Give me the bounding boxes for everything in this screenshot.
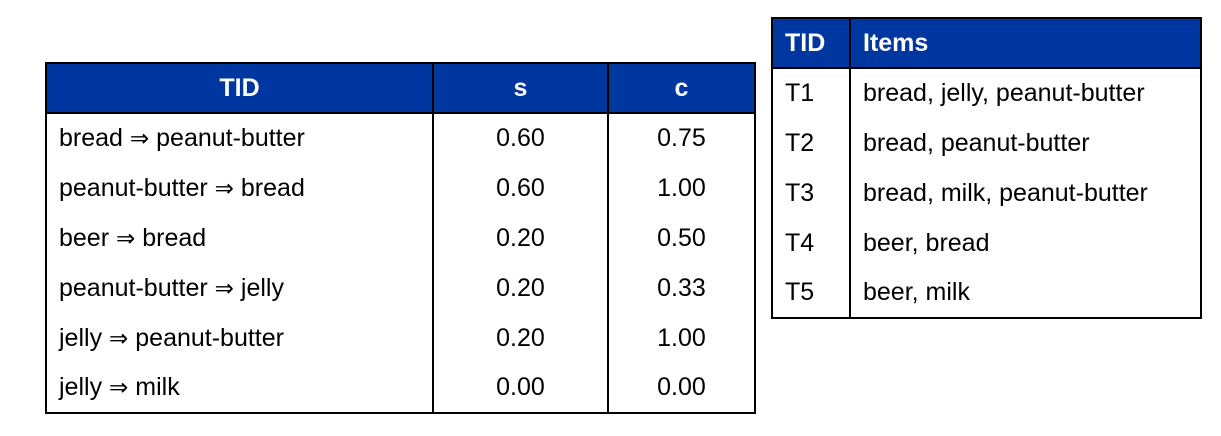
rule-antecedent: jelly	[59, 323, 103, 352]
rule-row: peanut-butter ⇒ bread 0.60 1.00	[45, 163, 756, 213]
confidence-value: 0.33	[607, 263, 756, 313]
rules-header-tid: TID	[45, 62, 434, 114]
transaction-row: T3 bread, milk, peanut-butter	[771, 168, 1202, 218]
rule-row: bread ⇒ peanut-butter 0.60 0.75	[45, 113, 756, 163]
transaction-items: beer, milk	[849, 268, 1202, 319]
rule-row: jelly ⇒ peanut-butter 0.20 1.00	[45, 313, 756, 363]
transaction-row: T4 beer, bread	[771, 218, 1202, 268]
rule-cell: peanut-butter ⇒ jelly	[45, 263, 434, 313]
rule-antecedent: bread	[59, 124, 123, 152]
confidence-value: 0.75	[607, 113, 756, 163]
transaction-row: T1 bread, jelly, peanut-butter	[771, 68, 1202, 118]
rule-consequent: bread	[142, 223, 207, 252]
rule-cell: beer ⇒ bread	[45, 213, 434, 263]
transactions-header-row: TID Items	[771, 17, 1202, 69]
transaction-id: T4	[771, 218, 851, 268]
rule-row: peanut-butter ⇒ jelly 0.20 0.33	[45, 263, 756, 313]
transaction-id: T3	[771, 168, 851, 218]
support-value: 0.20	[432, 313, 609, 363]
transaction-items: bread, peanut-butter	[849, 118, 1202, 168]
transaction-items: bread, milk, peanut-butter	[849, 168, 1202, 218]
rule-antecedent: beer	[59, 223, 110, 252]
rule-consequent: bread	[240, 173, 305, 202]
rule-row: jelly ⇒ milk 0.00 0.00	[45, 363, 756, 414]
transactions-table: TID Items T1 bread, jelly, peanut-butter…	[771, 17, 1202, 319]
rule-antecedent: peanut-butter	[59, 273, 208, 302]
implies-arrow: ⇒	[214, 175, 234, 202]
rule-consequent: peanut-butter	[135, 323, 284, 352]
support-value: 0.60	[432, 113, 609, 163]
transactions-header-tid: TID	[771, 17, 851, 69]
association-rules-table: TID s c bread ⇒ peanut-butter 0.60 0.75 …	[45, 62, 756, 414]
transaction-items: bread, jelly, peanut-butter	[849, 68, 1202, 118]
rule-row: beer ⇒ bread 0.20 0.50	[45, 213, 756, 263]
transactions-header-items: Items	[849, 17, 1202, 69]
rules-header-row: TID s c	[45, 62, 756, 114]
rules-header-s: s	[432, 62, 609, 114]
confidence-value: 1.00	[607, 313, 756, 363]
rule-cell: peanut-butter ⇒ bread	[45, 163, 434, 213]
rule-cell: jelly ⇒ milk	[45, 363, 434, 414]
transaction-id: T2	[771, 118, 851, 168]
rule-cell: bread ⇒ peanut-butter	[45, 113, 434, 163]
transaction-id: T5	[771, 268, 851, 319]
rule-consequent: jelly	[240, 273, 284, 302]
support-value: 0.20	[432, 263, 609, 313]
confidence-value: 0.00	[607, 363, 756, 414]
support-value: 0.60	[432, 163, 609, 213]
confidence-value: 0.50	[607, 213, 756, 263]
rule-antecedent: peanut-butter	[59, 173, 208, 202]
rule-cell: jelly ⇒ peanut-butter	[45, 313, 434, 363]
support-value: 0.20	[432, 213, 609, 263]
support-value: 0.00	[432, 363, 609, 414]
transaction-row: T2 bread, peanut-butter	[771, 118, 1202, 168]
transaction-row: T5 beer, milk	[771, 268, 1202, 319]
rule-antecedent: jelly	[59, 373, 103, 401]
implies-arrow: ⇒	[109, 325, 129, 352]
implies-arrow: ⇒	[116, 225, 136, 252]
transaction-items: beer, bread	[849, 218, 1202, 268]
implies-arrow: ⇒	[129, 126, 150, 152]
implies-arrow: ⇒	[214, 275, 234, 302]
implies-arrow: ⇒	[109, 375, 129, 401]
rule-consequent: milk	[135, 373, 180, 401]
transaction-id: T1	[771, 68, 851, 118]
rule-consequent: peanut-butter	[156, 124, 305, 152]
confidence-value: 1.00	[607, 163, 756, 213]
rules-header-c: c	[607, 62, 756, 114]
